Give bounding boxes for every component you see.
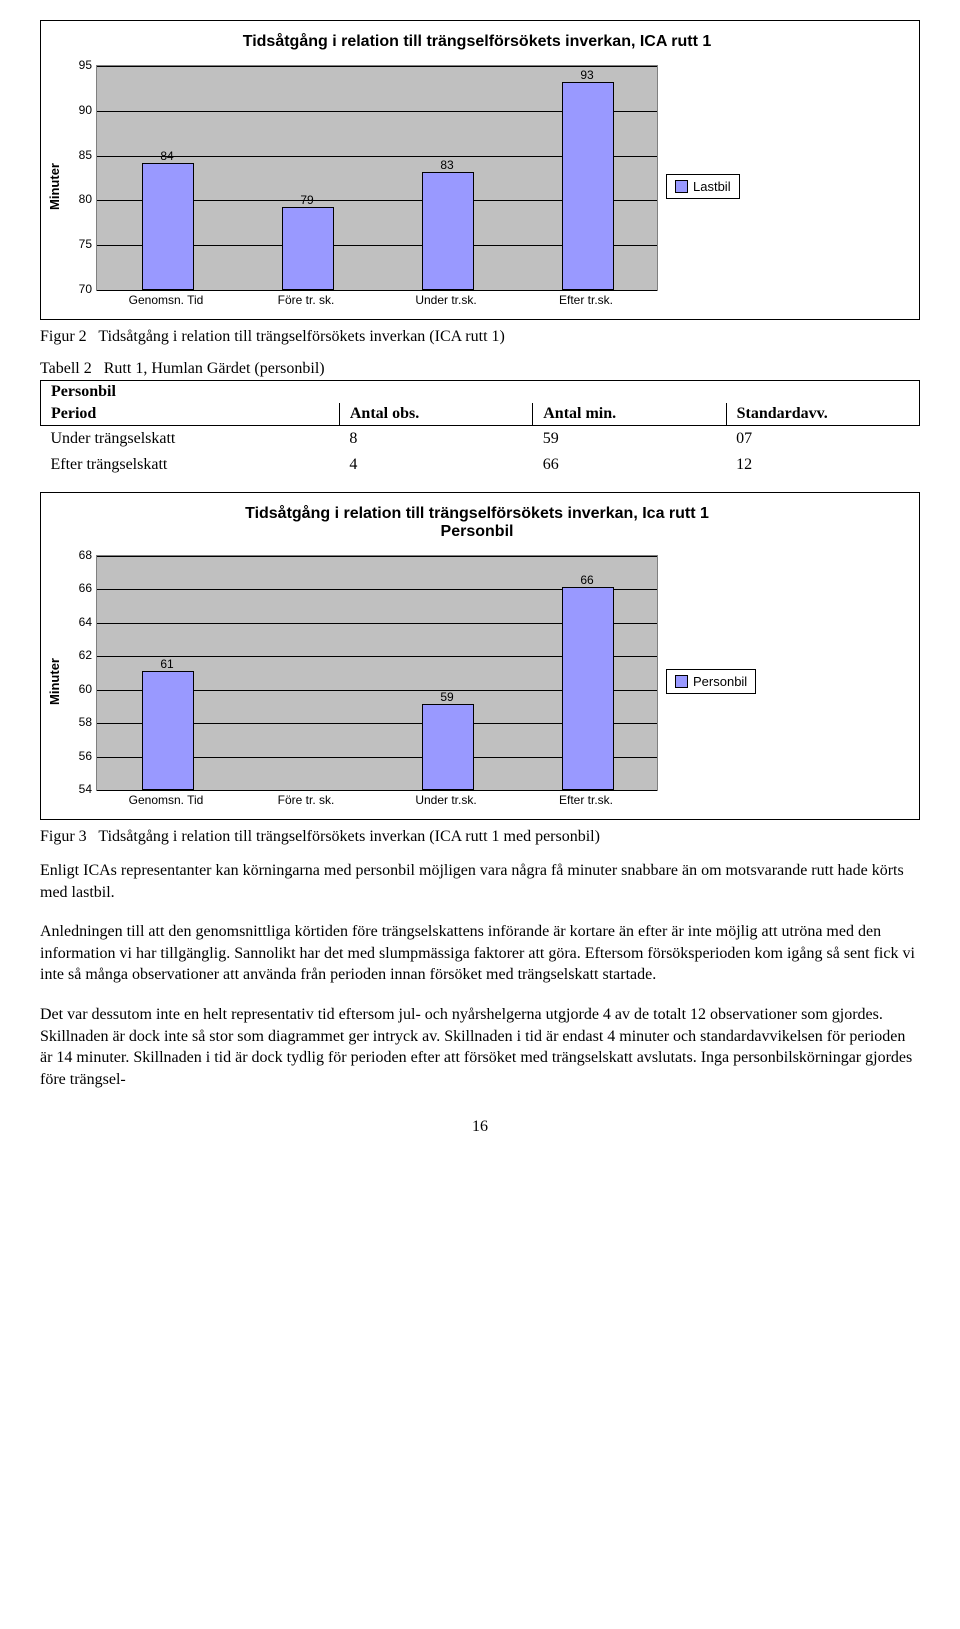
figure3-caption: Figur 3 Tidsåtgång i relation till träng… [40,828,920,846]
x-tick: Under tr.sk. [415,793,476,807]
chart2-legend-label: Personbil [693,674,747,689]
cell: 66 [533,452,726,478]
y-tick: 80 [79,192,92,206]
legend-swatch-icon [675,180,688,193]
bar [282,207,334,290]
y-tick: 75 [79,237,92,251]
col-min: Antal min. [533,403,726,426]
x-tick: Efter tr.sk. [559,793,613,807]
paragraph: Det var dessutom inte en helt representa… [40,1004,920,1090]
chart-lastbil: Tidsåtgång i relation till trängselförsö… [40,20,920,320]
chart2-title: Tidsåtgång i relation till trängselförsö… [47,505,907,541]
chart1-legend: Lastbil [666,174,740,199]
bar-value-label: 59 [440,690,453,704]
table-body: Under trängselskatt 8 59 07 Efter trängs… [41,426,920,479]
bar [142,671,194,790]
cell: 07 [726,426,919,453]
bar-value-label: 83 [440,158,453,172]
y-tick: 85 [79,148,92,162]
body-text: Enligt ICAs representanter kan körningar… [40,860,920,1090]
y-tick: 54 [79,782,92,796]
bar-value-label: 93 [580,68,593,82]
bar [142,163,194,290]
bar [422,172,474,290]
y-tick: 68 [79,548,92,562]
bar [562,82,614,290]
x-tick: Under tr.sk. [415,293,476,307]
chart2-ylabel: Minuter [47,658,62,705]
y-tick: 58 [79,715,92,729]
y-tick: 66 [79,581,92,595]
paragraph: Enligt ICAs representanter kan körningar… [40,860,920,903]
cell: 4 [339,452,532,478]
table2-caption: Tabell 2 Rutt 1, Humlan Gärdet (personbi… [40,360,920,378]
legend-swatch-icon [675,675,688,688]
y-tick: 90 [79,103,92,117]
chart-personbil: Tidsåtgång i relation till trängselförsö… [40,492,920,820]
caption2-text: Tidsåtgång i relation till trängselförsö… [98,828,600,845]
y-tick: 60 [79,682,92,696]
caption1-prefix: Figur 2 [40,328,87,345]
x-tick: Före tr. sk. [278,793,335,807]
bar-value-label: 79 [300,193,313,207]
bar-value-label: 61 [160,657,173,671]
bar-value-label: 84 [160,149,173,163]
y-tick: 70 [79,282,92,296]
col-stdav: Standardavv. [726,403,919,426]
cell: 59 [533,426,726,453]
table-row: Under trängselskatt 8 59 07 [41,426,920,453]
table-caption-text: Rutt 1, Humlan Gärdet (personbil) [104,360,325,377]
x-tick: Före tr. sk. [278,293,335,307]
bar [562,587,614,790]
caption1-text: Tidsåtgång i relation till trängselförsö… [98,328,504,345]
cell: 12 [726,452,919,478]
chart1-legend-label: Lastbil [693,179,731,194]
table-caption-prefix: Tabell 2 [40,360,92,377]
col-obs: Antal obs. [339,403,532,426]
paragraph: Anledningen till att den genomsnittliga … [40,921,920,986]
chart1-title: Tidsåtgång i relation till trängselförsö… [47,33,907,51]
bar-value-label: 66 [580,573,593,587]
data-table: Personbil Period Antal obs. Antal min. S… [40,380,920,478]
chart1-plot: 70 75 80 85 90 95 84 79 83 93 Genomsn. Tid Före tr.… [66,61,656,311]
col-period: Period [41,403,340,426]
figure2-caption: Figur 2 Tidsåtgång i relation till träng… [40,328,920,346]
y-tick: 64 [79,615,92,629]
chart2-plot: 54 56 58 60 62 64 66 68 61 59 66 Genomsn. Tid Före t… [66,551,656,811]
x-tick: Genomsn. Tid [129,793,204,807]
cell: Efter trängselskatt [41,452,340,478]
table-header-label: Personbil [41,381,920,404]
cell: Under trängselskatt [41,426,340,453]
y-tick: 62 [79,648,92,662]
chart2-legend: Personbil [666,669,756,694]
y-tick: 95 [79,58,92,72]
table-row: Efter trängselskatt 4 66 12 [41,452,920,478]
y-tick: 56 [79,749,92,763]
cell: 8 [339,426,532,453]
table2: Tabell 2 Rutt 1, Humlan Gärdet (personbi… [40,360,920,478]
page-number: 16 [40,1118,920,1136]
bar [422,704,474,790]
x-tick: Genomsn. Tid [129,293,204,307]
caption2-prefix: Figur 3 [40,828,87,845]
chart1-ylabel: Minuter [47,163,62,210]
x-tick: Efter tr.sk. [559,293,613,307]
